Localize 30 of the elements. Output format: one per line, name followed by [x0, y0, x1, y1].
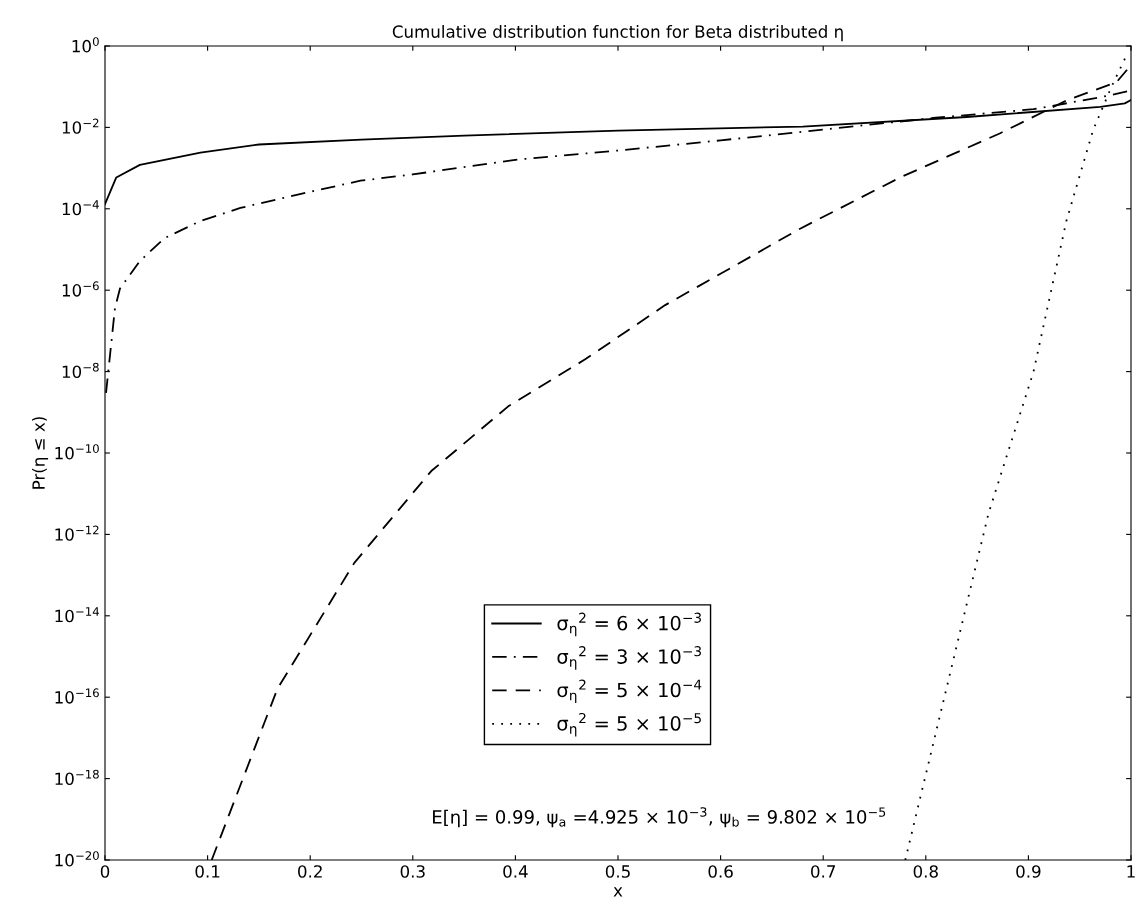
legend-label: σ$_{η}$$^{2}$ = 3 × 10$^{−3}$ — [557, 646, 701, 670]
y-tick-label: 10$^{−14}$ — [55, 607, 99, 623]
legend-label: σ$_{η}$$^{2}$ = 5 × 10$^{−4}$ — [557, 679, 702, 704]
x-tick-label: 0.4 — [503, 865, 528, 878]
y-tick-label: 10$^{−10}$ — [55, 444, 99, 460]
x-tick-label: 0.8 — [913, 865, 938, 878]
x-tick-label: 0.1 — [195, 865, 220, 878]
x-tick-label: 0.9 — [1016, 865, 1041, 878]
y-tick-label: 10$^{−4}$ — [62, 200, 99, 216]
legend-label: σ$_{η}$$^{2}$ = 5 × 10$^{−5}$ — [557, 712, 701, 737]
x-tick-label: 1 — [1127, 865, 1135, 878]
x-tick-label: 0.2 — [298, 865, 322, 878]
y-tick-label: 10$^{−16}$ — [55, 688, 99, 704]
y-tick-label: 10$^{−2}$ — [62, 118, 99, 134]
y-axis-title: Pr(η ≤ x) — [31, 417, 49, 489]
x-tick-label: 0 — [100, 865, 110, 878]
y-tick-label: 10$^{−12}$ — [55, 525, 99, 541]
x-tick-label: 0.6 — [708, 865, 733, 878]
y-tick-label: 10$^{−18}$ — [55, 769, 99, 786]
x-tick-label: 0.5 — [605, 865, 630, 878]
annotation: E[η] = 0.99, ψ$_{a}$ =4.925 × 10$^{−3}$, ψ$_{b}$ = 9.802 × 10$^{−5}$ — [433, 807, 886, 828]
legend-label: σ$_{η}$$^{2}$ = 6 × 10$^{−3}$ — [557, 612, 701, 637]
y-tick-label: 10$^{−8}$ — [62, 362, 99, 379]
y-tick-label: 10$^{0}$ — [72, 37, 99, 53]
x-axis-title: x — [613, 887, 623, 897]
x-tick-label: 0.3 — [400, 865, 425, 878]
y-tick-label: 10$^{−20}$ — [55, 851, 99, 867]
x-tick-label: 0.7 — [811, 865, 836, 878]
chart-title: Cumulative distribution function for Beta distributed η — [392, 25, 843, 42]
y-tick-label: 10$^{−6}$ — [62, 281, 99, 297]
